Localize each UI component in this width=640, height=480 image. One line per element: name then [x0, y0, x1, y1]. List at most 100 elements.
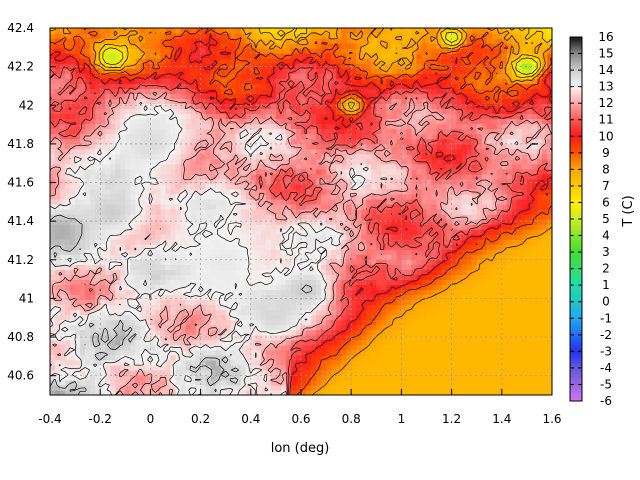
heat-cell: [351, 244, 357, 250]
heat-cell: [85, 324, 91, 331]
heat-cell: [175, 314, 182, 321]
heat-cell: [130, 299, 136, 306]
heat-cell: [95, 379, 101, 386]
heat-cell: [416, 219, 423, 225]
heat-cell: [95, 203, 101, 210]
heat-cell: [386, 274, 392, 280]
heat-cell: [346, 274, 352, 280]
heat-cell: [341, 203, 347, 210]
heat-cell: [245, 249, 252, 255]
heat-cell: [135, 269, 141, 275]
heat-cell: [170, 173, 177, 180]
heat-cell: [426, 208, 433, 215]
heat-cell: [175, 254, 182, 260]
heat-cell: [531, 329, 538, 336]
heat-cell: [356, 344, 362, 351]
heat-cell: [411, 229, 418, 235]
heat-cell: [245, 148, 252, 155]
heat-cell: [441, 304, 448, 311]
heat-cell: [185, 334, 192, 341]
heat-cell: [431, 219, 438, 225]
heat-cell: [265, 193, 272, 200]
heat-cell: [215, 153, 222, 160]
heat-cell: [115, 224, 121, 230]
heat-cell: [446, 274, 453, 280]
heat-cell: [321, 339, 327, 346]
heat-cell: [466, 329, 473, 336]
heat-cell: [521, 254, 528, 260]
heat-cell: [205, 264, 212, 270]
heat-cell: [311, 284, 317, 291]
heat-cell: [195, 304, 202, 311]
heat-cell: [421, 198, 428, 205]
heat-cell: [531, 178, 538, 185]
heat-cell: [396, 309, 402, 316]
heat-cell: [411, 214, 418, 220]
heat-cell: [210, 143, 217, 150]
heat-cell: [391, 369, 397, 376]
heat-cell: [90, 254, 96, 260]
heat-cell: [185, 249, 192, 255]
heat-cell: [130, 339, 136, 346]
heat-cell: [486, 364, 493, 371]
heat-cell: [250, 208, 257, 215]
heat-cell: [90, 284, 96, 291]
heat-cell: [401, 309, 408, 316]
heat-cell: [381, 148, 387, 155]
heat-cell: [90, 178, 96, 185]
heat-cell: [65, 309, 71, 316]
heat-cell: [316, 219, 322, 225]
heat-cell: [511, 198, 518, 205]
heat-cell: [275, 354, 282, 361]
heat-cell: [210, 173, 217, 180]
heat-cell: [356, 208, 362, 215]
heat-cell: [150, 203, 157, 210]
heat-cell: [125, 188, 131, 195]
heat-cell: [115, 304, 121, 311]
heat-cell: [491, 239, 498, 245]
heat-cell: [376, 183, 382, 190]
heat-cell: [541, 384, 548, 391]
heat-cell: [105, 344, 111, 351]
heat-cell: [341, 359, 347, 366]
heat-cell: [90, 359, 96, 366]
heat-cell: [336, 274, 342, 280]
heat-cell: [245, 329, 252, 336]
heat-cell: [125, 309, 131, 316]
heat-cell: [311, 274, 317, 280]
heat-cell: [356, 374, 362, 381]
heat-cell: [421, 158, 428, 165]
heat-cell: [140, 384, 146, 391]
heat-cell: [145, 284, 151, 291]
heat-cell: [311, 214, 317, 220]
heat-cell: [265, 349, 272, 356]
heat-cell: [295, 319, 302, 326]
heat-cell: [240, 334, 247, 341]
heat-cell: [180, 359, 187, 366]
heat-cell: [220, 208, 227, 215]
heat-cell: [205, 359, 212, 366]
heat-cell: [65, 244, 71, 250]
heat-cell: [326, 344, 332, 351]
heat-cell: [391, 354, 397, 361]
heat-cell: [506, 203, 513, 210]
heat-cell: [411, 198, 418, 205]
heat-cell: [200, 203, 207, 210]
heat-cell: [456, 319, 463, 326]
heat-cell: [456, 239, 463, 245]
heat-cell: [270, 198, 277, 205]
heat-cell: [501, 359, 508, 366]
heat-cell: [100, 203, 106, 210]
heat-cell: [105, 354, 111, 361]
heat-cell: [120, 389, 126, 395]
heat-cell: [90, 214, 96, 220]
heat-cell: [235, 178, 242, 185]
heat-cell: [511, 178, 518, 185]
heat-cell: [285, 359, 292, 366]
heat-cell: [135, 153, 141, 160]
heat-cell: [396, 158, 402, 165]
heat-cell: [466, 344, 473, 351]
heat-cell: [336, 239, 342, 245]
heat-cell: [195, 284, 202, 291]
heat-cell: [341, 229, 347, 235]
